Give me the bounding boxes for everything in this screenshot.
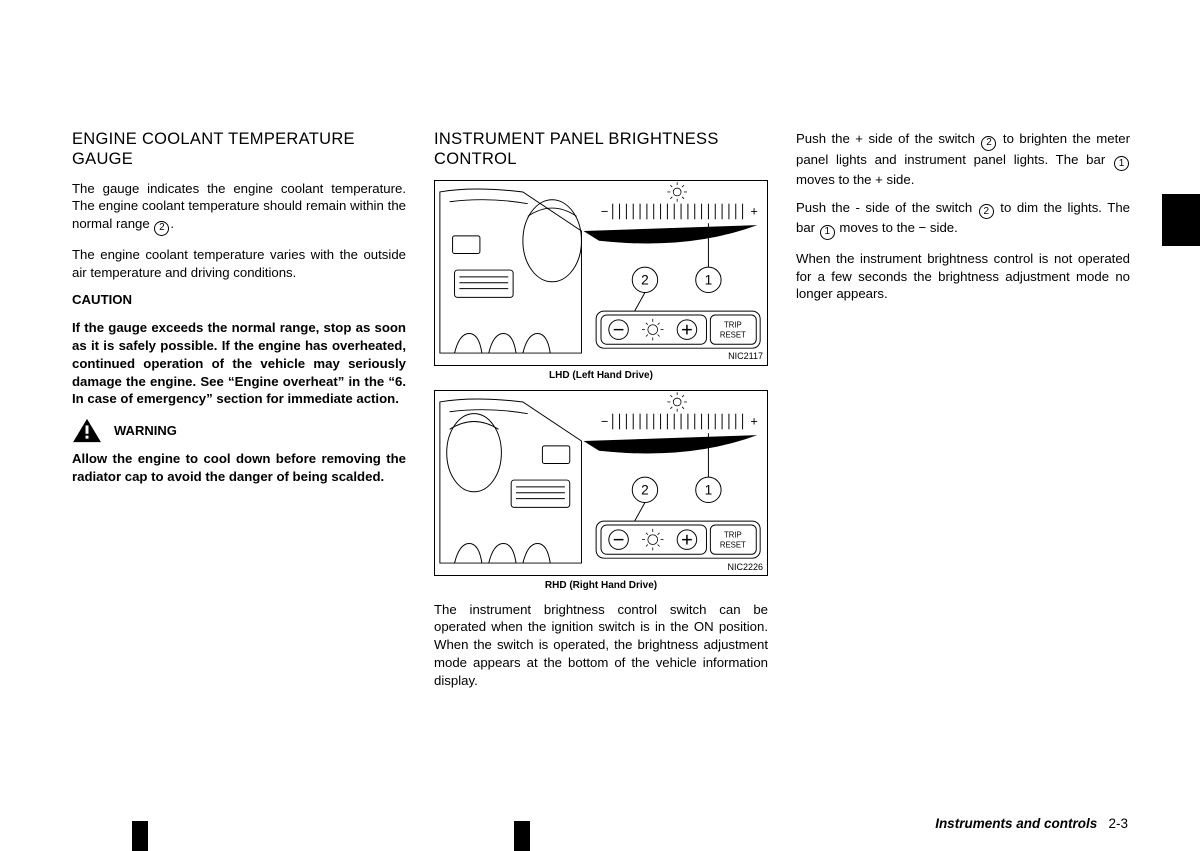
text: moves to the + side. <box>796 172 914 187</box>
figure-lhd-svg: − + 2 <box>435 181 767 365</box>
svg-text:+: + <box>750 414 757 428</box>
svg-text:TRIP: TRIP <box>724 531 742 540</box>
page-footer: Instruments and controls 2-3 <box>935 816 1128 831</box>
coolant-p1: The gauge indicates the engine coolant t… <box>72 180 406 236</box>
caution-text: If the gauge exceeds the normal range, s… <box>72 319 406 408</box>
thumb-tab <box>1162 194 1200 246</box>
svg-text:−: − <box>601 414 608 428</box>
footer-section: Instruments and controls <box>935 816 1097 831</box>
svg-text:RESET: RESET <box>720 330 746 339</box>
print-mark <box>132 821 148 851</box>
warning-label: WARNING <box>114 422 177 440</box>
callout-ref: 1 <box>820 225 835 240</box>
svg-text:1: 1 <box>705 272 713 287</box>
text: Push the + side of the switch <box>796 131 980 146</box>
svg-text:−: − <box>601 204 608 218</box>
callout-ref: 2 <box>981 136 996 151</box>
warning-icon <box>72 418 102 444</box>
figure-code: NIC2117 <box>728 350 763 362</box>
svg-text:RESET: RESET <box>720 541 746 550</box>
col3-p1: Push the + side of the switch 2 to brigh… <box>796 130 1130 189</box>
callout-ref: 1 <box>1114 156 1129 171</box>
heading-coolant: ENGINE COOLANT TEMPERATURE GAUGE <box>72 130 406 170</box>
text: The gauge indicates the engine coolant t… <box>72 181 406 232</box>
figure-caption-rhd: RHD (Right Hand Drive) <box>434 579 768 593</box>
column-1: ENGINE COOLANT TEMPERATURE GAUGE The gau… <box>72 130 406 700</box>
col3-p3: When the instrument brightness control i… <box>796 250 1130 303</box>
text: . <box>170 216 174 231</box>
warning-row: WARNING <box>72 418 406 444</box>
text: moves to the − side. <box>836 220 958 235</box>
callout-ref: 2 <box>979 204 994 219</box>
svg-text:+: + <box>750 204 757 218</box>
figure-rhd-svg: − + 2 1 <box>435 391 767 575</box>
print-mark <box>514 821 530 851</box>
figure-rhd: − + 2 1 <box>434 390 768 576</box>
figure-caption-lhd: LHD (Left Hand Drive) <box>434 369 768 383</box>
text: Push the - side of the switch <box>796 200 978 215</box>
svg-text:1: 1 <box>705 483 713 498</box>
column-3: Push the + side of the switch 2 to brigh… <box>796 130 1130 700</box>
heading-brightness: INSTRUMENT PANEL BRIGHTNESS CONTROL <box>434 130 768 170</box>
figure-code: NIC2226 <box>727 561 763 573</box>
coolant-p2: The engine coolant temperature varies wi… <box>72 246 406 282</box>
warning-text: Allow the engine to cool down before rem… <box>72 450 406 486</box>
col3-p2: Push the - side of the switch 2 to dim t… <box>796 199 1130 240</box>
brightness-p1: The instrument brightness control switch… <box>434 601 768 690</box>
svg-text:2: 2 <box>641 483 649 498</box>
column-2: INSTRUMENT PANEL BRIGHTNESS CONTROL <box>434 130 768 700</box>
svg-text:TRIP: TRIP <box>724 320 742 329</box>
figure-lhd: − + 2 <box>434 180 768 366</box>
svg-text:2: 2 <box>641 272 649 287</box>
callout-ref-2: 2 <box>154 221 169 236</box>
footer-page: 2-3 <box>1108 816 1128 831</box>
caution-label: CAUTION <box>72 291 406 309</box>
